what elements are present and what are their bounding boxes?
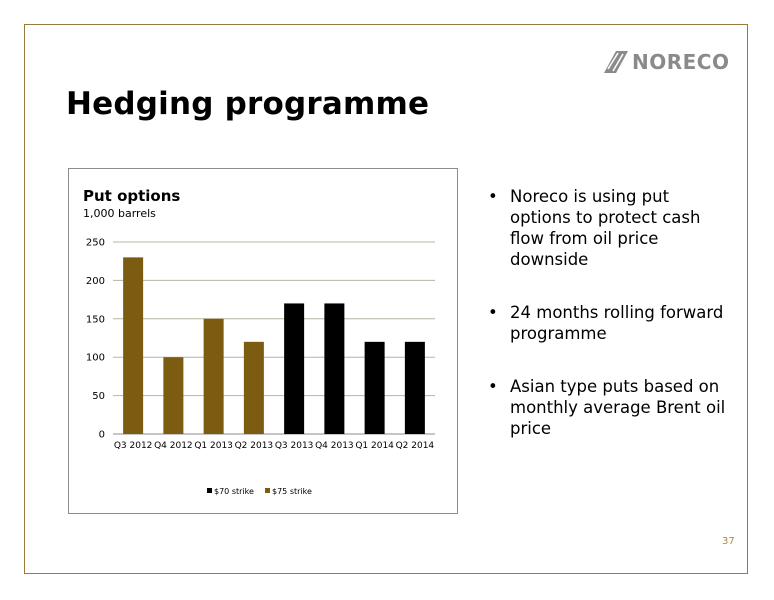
logo-text: NORECO [632, 50, 730, 74]
bar [324, 303, 345, 434]
y-tick-label: 150 [86, 314, 105, 325]
x-tick-label: Q3 2012 [114, 441, 153, 451]
legend-label: $70 strike [214, 487, 254, 496]
x-tick-label: Q1 2013 [194, 441, 233, 451]
bullet-item: • Asian type puts based on monthly averag… [486, 376, 726, 439]
x-tick-label: Q4 2013 [315, 441, 354, 451]
x-tick-label: Q1 2014 [355, 441, 394, 451]
bar [163, 357, 184, 434]
y-tick-label: 250 [86, 238, 105, 249]
noreco-logo: NORECO [604, 50, 729, 74]
chart-subtitle: 1,000 barrels [83, 207, 156, 220]
y-tick-label: 0 [99, 430, 105, 441]
bullet-list: • Noreco is using put options to protect … [486, 186, 726, 471]
y-tick-label: 200 [86, 276, 105, 287]
bullet-dot: • [488, 377, 498, 396]
bar [284, 303, 305, 434]
legend-swatch [207, 488, 212, 493]
put-options-chart: Put options 1,000 barrels 0 50 100 150 200 25… [68, 168, 458, 514]
x-tick-label: Q4 2012 [154, 441, 193, 451]
bullet-item: • Noreco is using put options to protect … [486, 186, 726, 270]
noreco-logo-mark-icon [604, 51, 628, 73]
chart-canvas: Put options 1,000 barrels 0 50 100 150 200 25… [83, 187, 435, 496]
bullet-dot: • [488, 303, 498, 322]
bar [203, 318, 224, 434]
bar [123, 257, 144, 434]
legend-swatch [265, 488, 270, 493]
legend-label: $75 strike [272, 487, 312, 496]
bullet-text: Noreco is using put options to protect c… [510, 187, 701, 269]
bullet-text: Asian type puts based on monthly average… [510, 377, 726, 438]
bullet-dot: • [488, 187, 498, 206]
y-tick-label: 50 [92, 391, 105, 402]
slide-title: Hedging programme [66, 86, 430, 122]
slide-frame [24, 24, 748, 574]
chart-title: Put options [83, 187, 180, 205]
bar [404, 341, 425, 434]
x-tick-label: Q2 2014 [396, 441, 435, 451]
x-tick-label: Q2 2013 [235, 441, 274, 451]
page-number: 37 [722, 536, 735, 547]
y-tick-label: 100 [86, 353, 105, 364]
bar [243, 341, 264, 434]
bullet-text: 24 months rolling forward programme [510, 303, 724, 343]
bullet-item: • 24 months rolling forward programme [486, 302, 726, 344]
bar [364, 341, 385, 434]
x-tick-label: Q3 2013 [275, 441, 314, 451]
